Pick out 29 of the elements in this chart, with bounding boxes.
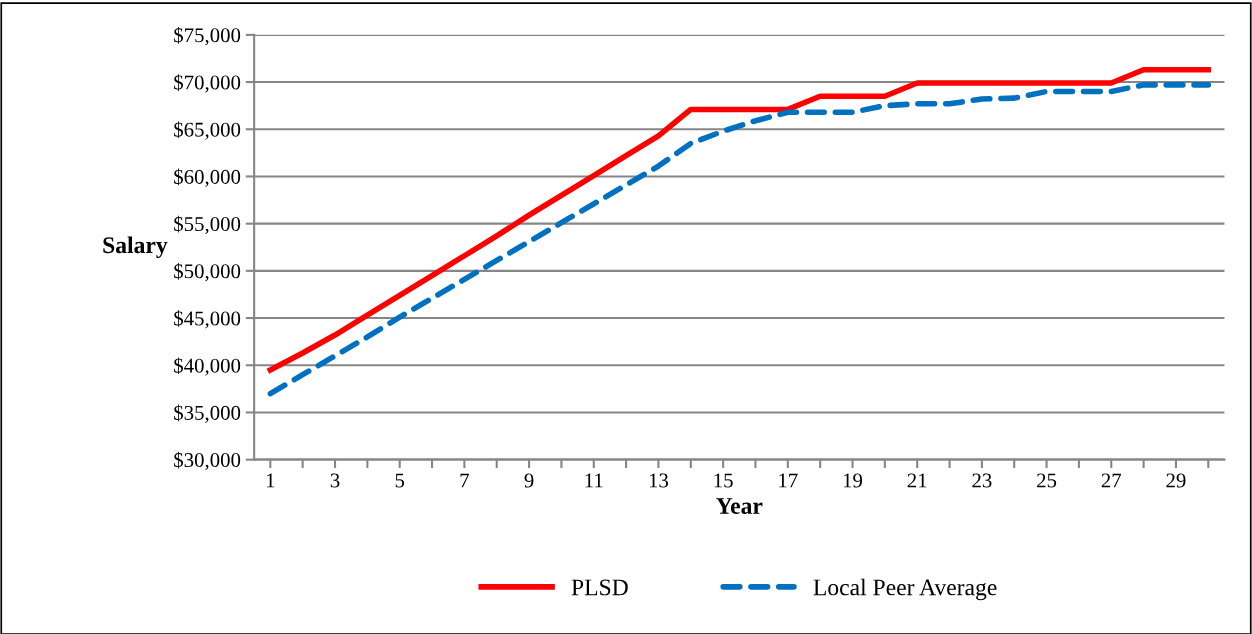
legend-label: PLSD [571, 579, 628, 596]
x-tick-label: 15 [714, 473, 733, 488]
x-tick-label: 17 [779, 473, 798, 488]
x-tick-label: 19 [843, 473, 863, 488]
y-tick-label: $60,000 [174, 168, 241, 187]
x-tick-label: 29 [1166, 473, 1186, 488]
x-tick-label: 9 [524, 473, 534, 488]
y-tick-label: $40,000 [174, 357, 241, 376]
y-tick-label: $55,000 [174, 215, 241, 235]
y-tick-label: $50,000 [174, 263, 241, 282]
x-tick-label: 7 [460, 473, 469, 488]
x-tick-label: 23 [972, 473, 992, 488]
x-tick-label: 25 [1037, 473, 1057, 488]
x-tick-label: 11 [585, 473, 603, 488]
legend-label: Local Peer Average [813, 578, 997, 601]
y-tick-label: $30,000 [174, 451, 241, 471]
y-tick-label: $75,000 [174, 27, 241, 46]
x-tick-label: 3 [330, 473, 340, 488]
x-axis-title: Year [716, 498, 763, 514]
x-tick-label: 5 [395, 473, 405, 488]
y-axis-title: Salary [103, 236, 168, 258]
y-tick-label: $65,000 [174, 121, 241, 140]
y-tick-label: $35,000 [174, 404, 241, 423]
x-tick-label: 21 [907, 473, 927, 488]
y-tick-label: $45,000 [174, 310, 241, 329]
x-tick-label: 1 [266, 473, 275, 488]
x-tick-label: 27 [1101, 473, 1122, 488]
x-tick-label: 13 [649, 473, 669, 488]
y-tick-label: $70,000 [174, 74, 241, 93]
